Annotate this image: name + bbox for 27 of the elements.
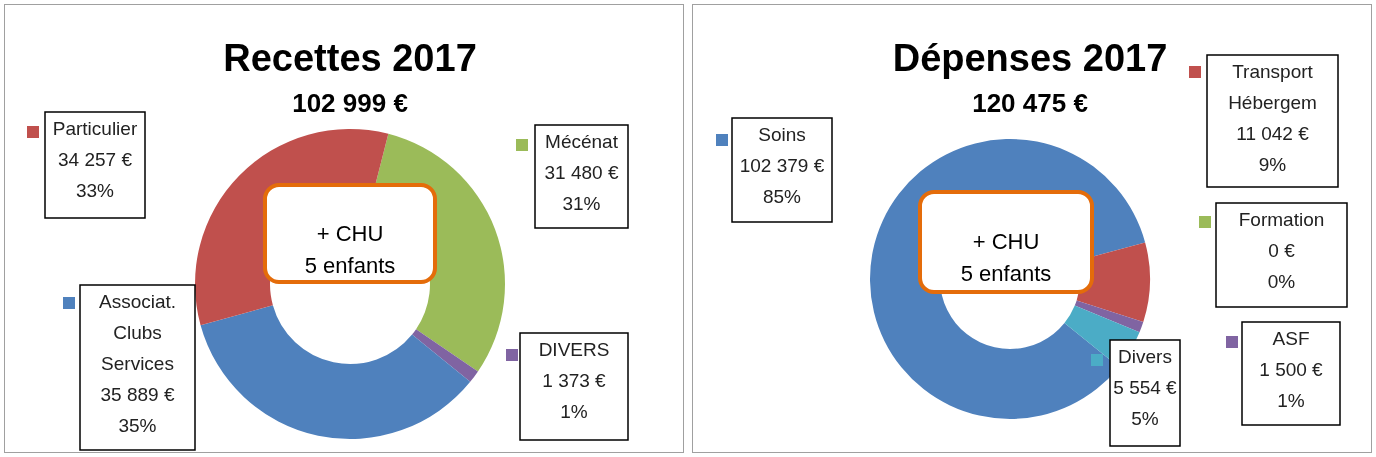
legend-label: DIVERS <box>538 339 610 360</box>
legend-label: Transport Hébergem <box>1228 61 1317 113</box>
chart-subtitle: 102 999 € <box>292 88 408 118</box>
legend-label: Soins <box>758 124 806 145</box>
legend-label: Associat. Clubs Services <box>98 291 177 374</box>
data-label: 1 500 € 1% <box>1259 359 1324 411</box>
text: + CHU 5 enfants <box>304 220 396 278</box>
data-label: 11 042 € 9% <box>1236 123 1310 175</box>
legend-label: Particulier <box>52 118 138 139</box>
donut-slice <box>1074 300 1144 333</box>
legend-label: ASF <box>1272 328 1310 349</box>
data-label: 31 480 € 31% <box>544 162 619 214</box>
legend-label: Formation <box>1238 209 1325 230</box>
legend-label: Divers <box>1118 346 1172 367</box>
data-label: 35 889 € 35% <box>100 384 175 436</box>
data-label: 102 379 € 85% <box>739 155 825 207</box>
chart-title: Recettes 2017 <box>223 37 477 79</box>
data-label: 5 554 € 5% <box>1113 377 1178 429</box>
text: 120 475 € <box>972 88 1088 118</box>
donut-slice <box>200 305 471 439</box>
chart-title: Dépenses 2017 <box>892 37 1168 79</box>
donut-slice <box>412 329 478 382</box>
text: + CHU 5 enfants <box>960 229 1052 286</box>
data-label: 34 257 € 33% <box>58 149 133 201</box>
data-label: 1 373 € 1% <box>542 370 607 422</box>
legend-label: Mécénat <box>545 131 619 152</box>
text: 0 € 0% <box>1267 240 1296 292</box>
